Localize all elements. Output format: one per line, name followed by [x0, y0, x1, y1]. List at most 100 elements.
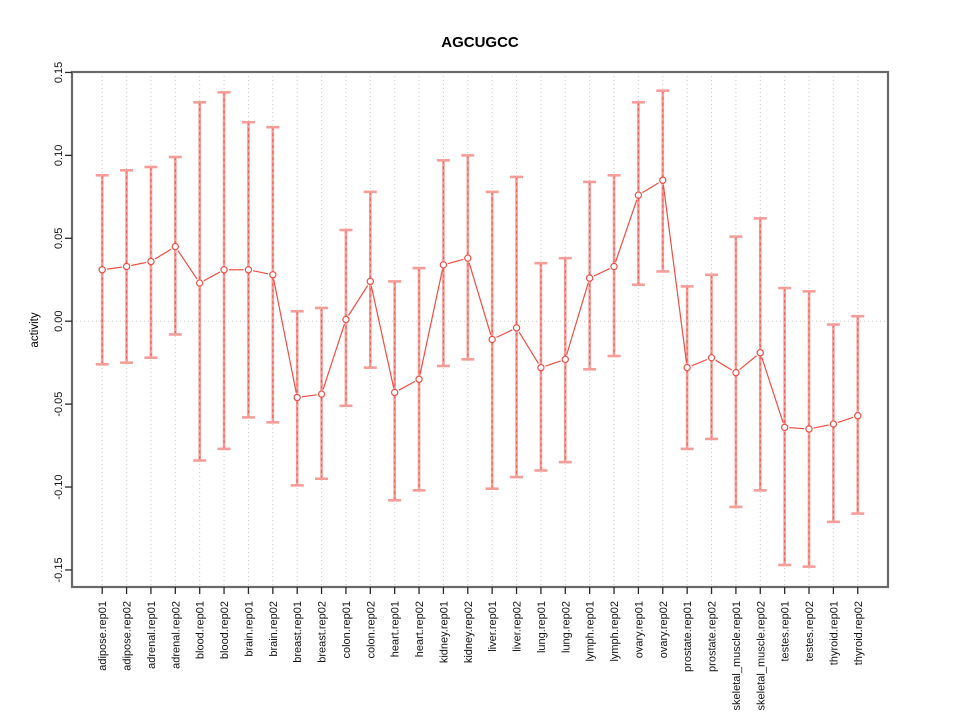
y-tick-label: -0.15 [53, 557, 65, 582]
series-line-segment [837, 416, 854, 424]
series-line-segment [106, 266, 122, 270]
data-point [610, 262, 618, 271]
series-line-segment [253, 270, 269, 275]
series-line-segment [203, 271, 221, 282]
data-point [707, 353, 716, 362]
series-line-segment [348, 285, 369, 316]
data-point [756, 349, 764, 357]
series-line-segment [615, 199, 638, 263]
data-point [342, 315, 350, 324]
data-point [829, 420, 838, 428]
series-line-segment [739, 355, 757, 371]
series-line-segment [370, 285, 395, 388]
x-tick-label: lymph.rep02 [609, 601, 621, 662]
series-line-segment [154, 248, 172, 260]
data-point [244, 266, 253, 274]
x-tick-label: liver.rep01 [487, 601, 499, 652]
x-tick-label: blood.rep02 [219, 601, 231, 659]
series-line-segment [662, 184, 688, 363]
x-tick-label: adrenal.rep01 [146, 601, 158, 669]
x-tick-label: kidney.rep01 [438, 601, 450, 663]
data-point [683, 363, 691, 372]
data-point [220, 266, 228, 274]
data-point [780, 423, 789, 432]
series-line-segment [715, 359, 733, 371]
data-point [537, 363, 545, 372]
x-tick-label: prostate.rep02 [707, 601, 719, 672]
x-tick-label: lung.rep02 [560, 601, 572, 653]
x-tick-label: breast.rep02 [317, 601, 329, 663]
data-point [805, 425, 813, 433]
series-line-segment [566, 282, 589, 355]
series-line-segment [301, 394, 317, 398]
x-tick-label: ovary.rep02 [658, 601, 670, 658]
data-point [98, 266, 106, 274]
x-tick-label: brain.rep01 [243, 601, 255, 657]
data-point [439, 261, 448, 269]
x-tick-label: kidney.rep02 [463, 601, 475, 663]
x-tick-label: breast.rep01 [292, 601, 304, 663]
x-tick-label: liver.rep02 [512, 601, 524, 652]
y-tick-label: -0.05 [53, 392, 65, 417]
data-point [561, 355, 569, 364]
data-point [464, 254, 472, 262]
data-point [390, 388, 399, 397]
x-tick-label: colon.rep01 [341, 601, 353, 659]
series-line-segment [518, 331, 539, 364]
series-line-segment [177, 250, 198, 280]
data-point [122, 262, 131, 271]
x-tick-label: heart.rep01 [390, 601, 402, 657]
y-tick-label: 0.00 [53, 310, 65, 331]
data-point [415, 375, 423, 383]
data-point [171, 242, 180, 251]
data-point [195, 279, 204, 287]
x-tick-label: testes.rep01 [780, 601, 792, 662]
series-line-segment [761, 357, 784, 423]
axis-layer: 0.15 0.10 0.05 0.00 -0.05 -0.10 -0.15 adipose.r… [53, 62, 890, 710]
y-tick-label: 0.15 [53, 62, 65, 83]
data-point [147, 257, 155, 266]
series-line-segment [468, 262, 492, 336]
x-tick-label: heart.rep02 [414, 601, 426, 657]
x-tick-label: colon.rep02 [365, 601, 377, 659]
series-line-segment [496, 329, 513, 338]
data-point [317, 390, 326, 398]
x-tick-label: prostate.rep01 [682, 601, 694, 672]
chart-title: AGCUGCC [441, 34, 519, 51]
data-point [732, 368, 740, 377]
series-line-segment [813, 424, 829, 429]
y-tick-label: 0.05 [53, 228, 65, 249]
x-tick-label: thyroid.rep02 [853, 601, 865, 665]
series-line-segment [789, 427, 805, 430]
x-tick-label: adipose.rep01 [97, 601, 109, 671]
data-point [366, 277, 375, 286]
series-line-segment [419, 269, 444, 375]
x-tick-label: testes.rep02 [804, 601, 816, 662]
x-tick-label: lymph.rep01 [585, 601, 597, 662]
data-point [854, 412, 862, 420]
data-point [634, 191, 643, 199]
x-tick-label: ovary.rep01 [633, 601, 645, 658]
x-tick-label: thyroid.rep01 [828, 601, 840, 665]
x-tick-label: skeletal_muscle.rep01 [731, 601, 743, 710]
series-line-segment [273, 279, 297, 393]
x-tick-label: adrenal.rep02 [170, 601, 182, 669]
grid-layer [72, 72, 888, 587]
y-tick-label: -0.10 [53, 474, 65, 499]
data-layer [95, 89, 865, 568]
series-line-segment [131, 261, 147, 267]
data-point [293, 393, 301, 402]
y-axis-label: activity [29, 312, 41, 347]
series-line-segment [593, 267, 610, 277]
y-tick-label: 0.10 [53, 145, 65, 166]
series-line-segment [322, 323, 346, 390]
data-point [659, 176, 667, 184]
x-tick-label: skeletal_muscle.rep02 [755, 601, 767, 710]
series-line-segment [691, 358, 708, 367]
series-line-segment [398, 381, 416, 391]
data-point [512, 324, 521, 332]
x-tick-label: adipose.rep02 [122, 601, 134, 671]
series-line-segment [447, 258, 464, 265]
